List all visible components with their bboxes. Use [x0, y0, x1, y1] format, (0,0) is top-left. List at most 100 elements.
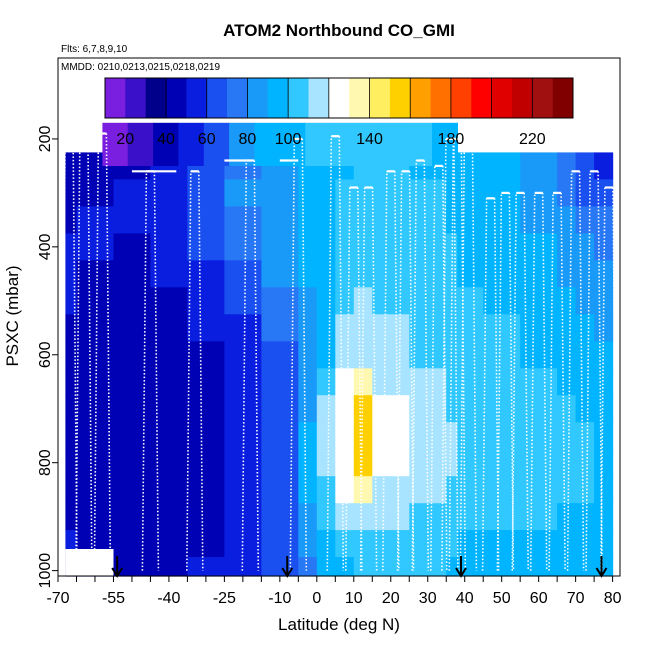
y-tick-label: 200: [37, 125, 54, 152]
heatmap-cell: [483, 557, 521, 577]
heatmap-cell: [298, 341, 318, 369]
heatmap-cell: [335, 449, 355, 477]
heatmap-cell: [261, 206, 299, 234]
heatmap-cell: [113, 503, 152, 531]
colorbar-swatch: [532, 78, 553, 118]
heatmap-cell: [261, 476, 299, 504]
heatmap-cell: [520, 449, 558, 477]
heatmap-cell: [187, 503, 225, 531]
heatmap-cell: [187, 341, 225, 369]
heatmap-cell: [557, 206, 577, 234]
heatmap-cell: [575, 152, 595, 180]
heatmap-cell: [335, 422, 355, 450]
colorbar-swatch: [308, 78, 330, 118]
heatmap-cell: [335, 395, 355, 423]
heatmap-cell: [187, 206, 225, 234]
heatmap-cell: [557, 449, 577, 477]
heatmap-cell: [113, 341, 152, 369]
heatmap-cell: [335, 206, 355, 234]
co-heatmap-layer: [65, 152, 614, 577]
x-tick-label: 30: [419, 590, 437, 607]
heatmap-cell: [261, 557, 299, 577]
colorbar-swatch: [145, 78, 167, 118]
heatmap-cell: [594, 368, 614, 396]
heatmap-cell: [483, 422, 521, 450]
heatmap-cell: [575, 233, 595, 261]
heatmap-cell: [557, 233, 577, 261]
flight-profile-ascent: [382, 171, 388, 571]
upper-segment-layer: [102, 122, 458, 166]
heatmap-cell: [65, 449, 78, 477]
heatmap-cell: [594, 449, 614, 477]
heatmap-cell: [150, 422, 188, 450]
heatmap-cell: [575, 206, 595, 234]
colorbar-tick-label: 180: [438, 131, 465, 148]
heatmap-cell: [483, 152, 521, 180]
heatmap-cell: [575, 314, 595, 342]
heatmap-cell: [316, 530, 336, 558]
heatmap-cell: [594, 395, 614, 423]
heatmap-cell: [353, 530, 373, 558]
heatmap-cell: [520, 503, 558, 531]
heatmap-cell: [261, 449, 299, 477]
heatmap-cell: [557, 368, 577, 396]
heatmap-cell: [298, 314, 318, 342]
colorbar-swatch: [410, 78, 431, 118]
heatmap-cell: [316, 260, 336, 288]
heatmap-cell: [187, 260, 225, 288]
heatmap-cell: [353, 476, 373, 504]
heatmap-cell: [557, 341, 577, 369]
upper-strip-cell: [406, 122, 433, 166]
heatmap-cell: [316, 233, 336, 261]
x-tick-label: -40: [157, 590, 180, 607]
colorbar-tick-label: 100: [275, 131, 302, 148]
heatmap-cell: [76, 206, 115, 234]
heatmap-cell: [316, 179, 336, 207]
heatmap-cell: [187, 368, 225, 396]
heatmap-cell: [372, 206, 410, 234]
x-axis: -70 -55 -40 -25 -10 0 10 20 30 40 50 60 70 80: [46, 575, 622, 607]
heatmap-cell: [335, 530, 355, 558]
heatmap-cell: [316, 422, 336, 450]
heatmap-cell: [372, 395, 410, 423]
heatmap-cell: [261, 260, 299, 288]
heatmap-cell: [575, 287, 595, 315]
flight-profile-ascent: [75, 133, 81, 571]
colorbar-swatch: [389, 78, 411, 118]
heatmap-cell: [150, 287, 188, 315]
heatmap-cell: [483, 206, 521, 234]
heatmap-cell: [187, 422, 225, 450]
heatmap-cell: [298, 368, 318, 396]
heatmap-cell: [65, 314, 78, 342]
heatmap-cell: [113, 422, 152, 450]
heatmap-cell: [409, 341, 447, 369]
heatmap-cell: [575, 503, 595, 531]
heatmap-cell: [298, 476, 318, 504]
heatmap-cell: [298, 233, 318, 261]
heatmap-cell: [261, 503, 299, 531]
flight-profile-descent: [87, 133, 93, 571]
heatmap-cell: [65, 368, 78, 396]
heatmap-cell: [446, 395, 458, 423]
heatmap-cell: [187, 233, 225, 261]
heatmap-cell: [316, 449, 336, 477]
heatmap-cell: [594, 503, 614, 531]
heatmap-cell: [372, 314, 410, 342]
heatmap-cell: [353, 368, 373, 396]
heatmap-cell: [316, 314, 336, 342]
upper-strip-cell: [355, 122, 382, 166]
heatmap-cell: [353, 422, 373, 450]
flights-label: Flts: 6,7,8,9,10: [61, 44, 128, 55]
y-tick-label: 1000: [37, 553, 54, 589]
y-axis-label: PSXC (mbar): [3, 265, 22, 366]
upper-strip-cell: [153, 122, 180, 166]
heatmap-cell: [298, 206, 318, 234]
heatmap-cell: [316, 503, 336, 531]
flight-profile-ascent: [459, 136, 466, 571]
upper-strip-cell: [229, 122, 256, 166]
heatmap-cell: [483, 368, 521, 396]
heatmap-cell: [446, 152, 458, 180]
heatmap-cell: [446, 260, 458, 288]
x-tick-label: 20: [382, 590, 400, 607]
no-data-region: [65, 549, 114, 576]
